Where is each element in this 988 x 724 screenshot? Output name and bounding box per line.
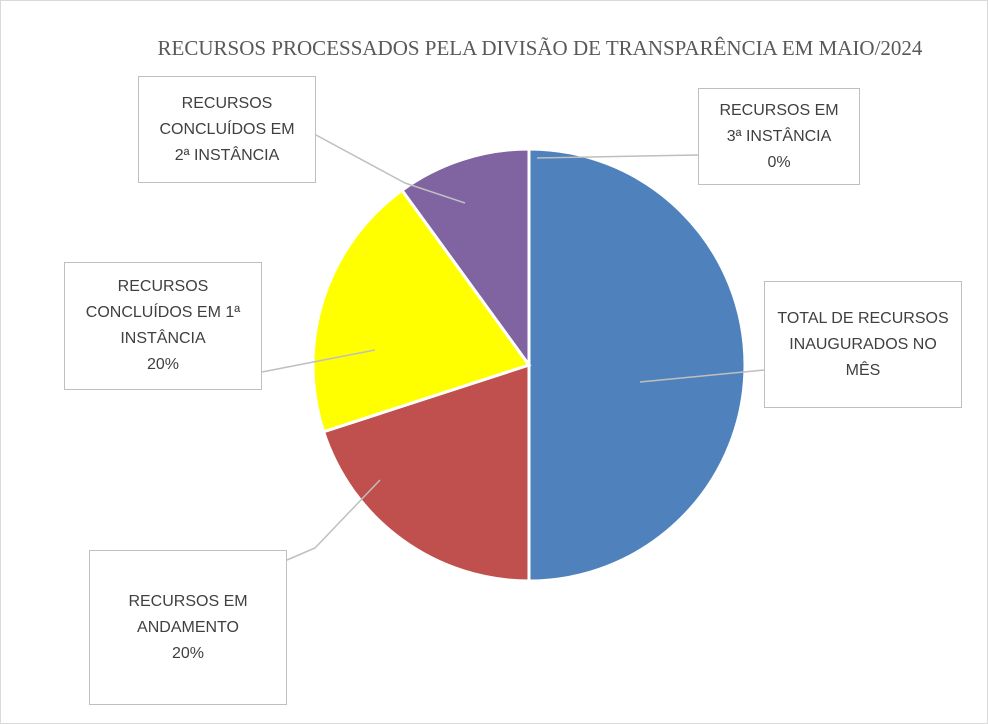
data-label: RECURSOS EM 3ª INSTÂNCIA 0% [698, 88, 860, 185]
leader-line [286, 479, 381, 561]
pie-slice [321, 362, 531, 583]
pie [311, 147, 747, 583]
category-label: RECURSOS CONCLUÍDOS EM 2ª INSTÂNCIA [159, 94, 295, 164]
data-label: RECURSOS CONCLUÍDOS EM 1ª INSTÂNCIA 20% [64, 262, 262, 390]
pie-slice [311, 188, 532, 434]
category-label: TOTAL DE RECURSOS INAUGURADOS NO MÊS [777, 309, 949, 379]
leader-line [536, 154, 699, 159]
data-label: RECURSOS CONCLUÍDOS EM 2ª INSTÂNCIA [138, 76, 316, 183]
data-label: RECURSOS EM ANDAMENTO 20% [89, 550, 287, 705]
category-label: RECURSOS CONCLUÍDOS EM 1ª INSTÂNCIA [85, 278, 241, 347]
pie-slice [399, 147, 531, 370]
value-label: 20% [146, 356, 180, 373]
value-label: 20% [171, 644, 205, 662]
category-label: RECURSOS EM ANDAMENTO [128, 592, 248, 636]
leader-line [315, 134, 466, 204]
category-label: RECURSOS EM 3ª INSTÂNCIA [719, 101, 839, 145]
leader-line [261, 349, 376, 373]
pie-slice [527, 147, 747, 583]
chart-title: RECURSOS PROCESSADOS PELA DIVISÃO DE TRA… [157, 36, 923, 60]
data-label: TOTAL DE RECURSOS INAUGURADOS NO MÊS [764, 281, 962, 408]
value-label: 0% [767, 153, 791, 171]
leader-lines [261, 134, 765, 561]
leader-line [639, 369, 765, 383]
